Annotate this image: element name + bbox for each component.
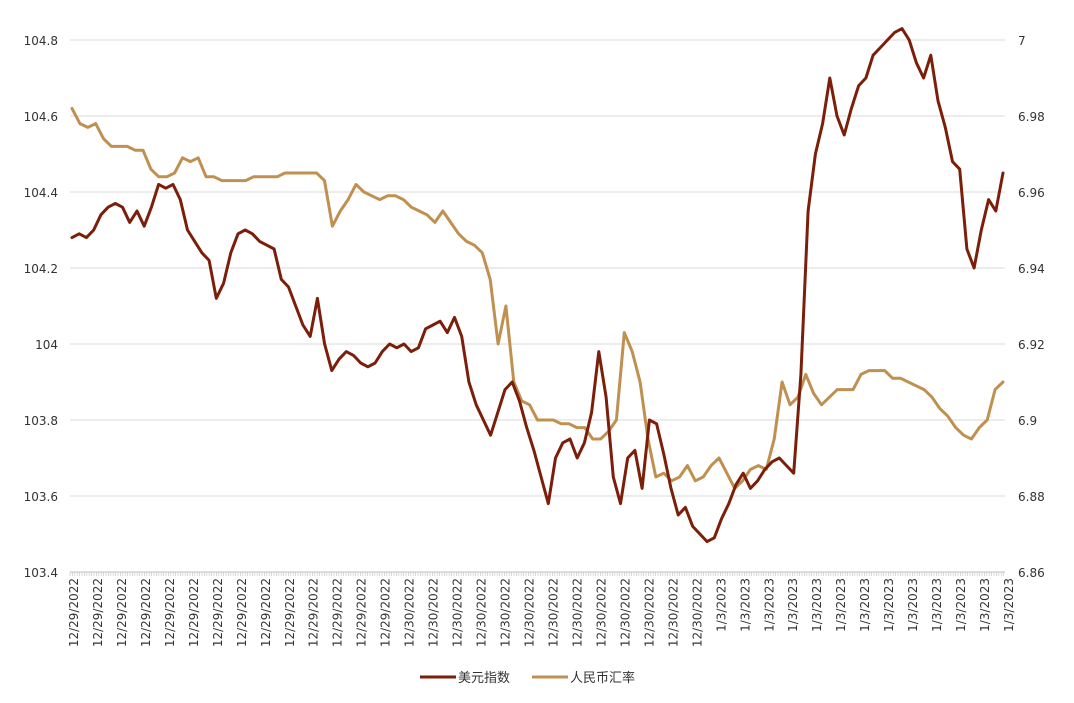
- x-axis-tick-label: 1/3/2023: [786, 578, 800, 632]
- x-axis-tick-label: 12/30/2022: [523, 578, 537, 647]
- x-axis-tick-label: 1/3/2023: [714, 578, 728, 632]
- x-axis-tick-label: 1/3/2023: [810, 578, 824, 632]
- right-axis-tick-label: 6.96: [1018, 186, 1045, 200]
- right-axis-tick-label: 6.86: [1018, 566, 1045, 580]
- x-axis-tick-label: 1/3/2023: [906, 578, 920, 632]
- right-axis-tick-label: 6.88: [1018, 490, 1045, 504]
- x-axis-tick-label: 12/30/2022: [475, 578, 489, 647]
- legend-label: 人民币汇率: [570, 670, 635, 686]
- left-axis-tick-label: 104.2: [24, 262, 58, 276]
- x-axis-tick-label: 12/29/2022: [187, 578, 201, 647]
- right-axis-tick-label: 6.94: [1018, 262, 1045, 276]
- left-axis-tick-label: 104.6: [24, 110, 58, 124]
- x-axis-tick-label: 1/3/2023: [1002, 578, 1016, 632]
- x-axis-tick-label: 1/3/2023: [930, 578, 944, 632]
- x-axis-tick-labels: 12/29/2022 12/29/2022 12/29/2022 12/29/2022…: [67, 578, 1016, 647]
- left-axis-ticks: 103.4 103.6 103.8 104 104.2 104.4 104.6 104.8: [24, 34, 58, 580]
- x-axis-tick-label: 12/30/2022: [594, 578, 608, 647]
- x-axis-tick-label: 12/30/2022: [427, 578, 441, 647]
- x-axis-tick-label: 12/29/2022: [67, 578, 81, 647]
- series-lines: [70, 27, 1005, 544]
- right-axis-tick-label: 6.98: [1018, 110, 1045, 124]
- right-axis-tick-label: 6.9: [1018, 414, 1037, 428]
- x-axis-tick-label: 12/30/2022: [642, 578, 656, 647]
- x-axis-tick-label: 12/29/2022: [91, 578, 105, 647]
- right-axis-ticks: 6.86 6.88 6.9 6.92 6.94 6.96 6.98 7: [1018, 34, 1045, 580]
- x-axis-tick-label: 1/3/2023: [762, 578, 776, 632]
- x-axis-tick-label: 12/29/2022: [379, 578, 393, 647]
- x-axis-tick-label: 12/30/2022: [570, 578, 584, 647]
- left-axis-tick-label: 104.8: [24, 34, 58, 48]
- x-axis-tick-label: 12/30/2022: [690, 578, 704, 647]
- x-axis-tick-label: 1/3/2023: [978, 578, 992, 632]
- x-axis-tick-label: 1/3/2023: [954, 578, 968, 632]
- x-axis-tick-label: 12/30/2022: [618, 578, 632, 647]
- x-axis-tick-label: 1/3/2023: [738, 578, 752, 632]
- x-axis-tick-label: 12/29/2022: [139, 578, 153, 647]
- right-axis-tick-label: 6.92: [1018, 338, 1045, 352]
- x-axis-tick-label: 1/3/2023: [858, 578, 872, 632]
- x-axis-tick-label: 12/30/2022: [403, 578, 417, 647]
- series-line-cny-rate: [70, 106, 1005, 490]
- series-line-usd-index: [70, 27, 1005, 544]
- x-axis-tick-label: 12/30/2022: [546, 578, 560, 647]
- left-axis-tick-label: 104.4: [24, 186, 58, 200]
- left-axis-tick-label: 103.6: [24, 490, 58, 504]
- left-axis-tick-label: 104: [35, 338, 58, 352]
- x-axis-tick-label: 12/29/2022: [331, 578, 345, 647]
- legend-label: 美元指数: [458, 671, 510, 686]
- x-axis-tick-label: 12/29/2022: [307, 578, 321, 647]
- legend: 美元指数 人民币汇率: [420, 670, 635, 686]
- x-axis-tick-label: 12/29/2022: [211, 578, 225, 647]
- x-axis-tick-label: 12/30/2022: [499, 578, 513, 647]
- x-axis-tick-label: 12/30/2022: [451, 578, 465, 647]
- x-axis-tick-label: 12/29/2022: [259, 578, 273, 647]
- x-axis-tick-label: 12/29/2022: [235, 578, 249, 647]
- gridlines: [70, 39, 1005, 573]
- x-axis-tick-label: 12/30/2022: [666, 578, 680, 647]
- left-axis-tick-label: 103.4: [24, 566, 58, 580]
- x-axis-minor-ticks: [69, 572, 1004, 576]
- x-axis-tick-label: 12/29/2022: [283, 578, 297, 647]
- x-axis-tick-label: 12/29/2022: [115, 578, 129, 647]
- x-axis-tick-label: 12/29/2022: [355, 578, 369, 647]
- x-axis-tick-label: 12/29/2022: [163, 578, 177, 647]
- x-axis-tick-label: 1/3/2023: [882, 578, 896, 632]
- x-axis-tick-label: 1/3/2023: [834, 578, 848, 632]
- right-axis-tick-label: 7: [1018, 34, 1026, 48]
- left-axis-tick-label: 103.8: [24, 414, 58, 428]
